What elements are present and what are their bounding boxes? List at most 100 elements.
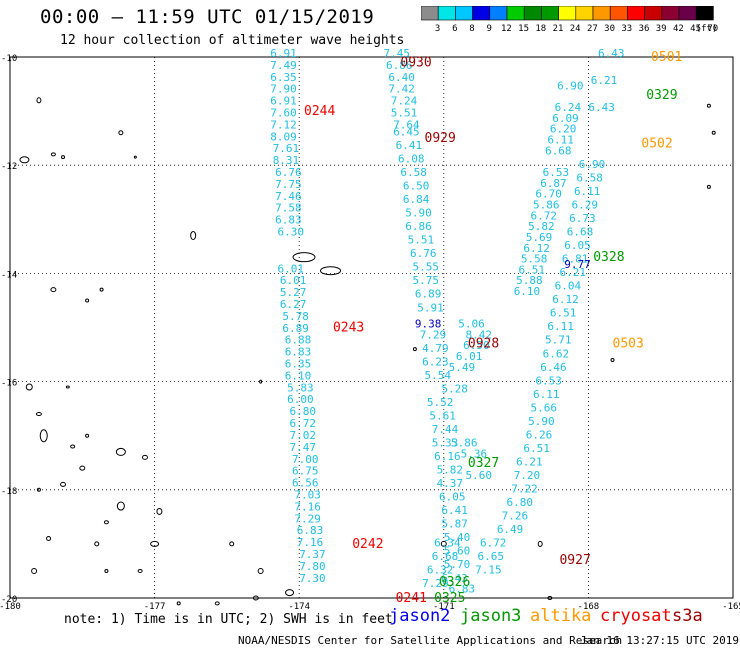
map-subtitle: 12 hour collection of altimeter wave hei… (60, 33, 405, 48)
wave-height-value: 6.83 (275, 214, 302, 227)
island-outline (70, 444, 76, 449)
wave-height-value: 6.08 (398, 152, 425, 165)
pass-time-label: 0241 (396, 591, 427, 606)
wave-height-value: 5.91 (417, 301, 444, 314)
pass-time-label: 0242 (352, 537, 383, 552)
wave-height-value: 5.90 (405, 207, 432, 220)
lat-label: -18 (1, 487, 17, 497)
island-outline (190, 231, 197, 241)
wave-height-value: 6.86 (386, 59, 413, 72)
wave-height-value: 5.66 (531, 401, 558, 414)
colorbar-tick-label: 12 (501, 24, 512, 32)
island-outline (141, 454, 148, 460)
wave-height-value: 6.88 (285, 334, 312, 347)
wave-height-value: 7.64 (393, 118, 420, 131)
wave-height-value: 8.42 (465, 328, 492, 341)
wave-height-value: 6.81 (562, 253, 589, 266)
colorbar-tick-label: 6 (452, 24, 457, 32)
colorbar-tick-label: 36 (639, 24, 650, 32)
wave-height-value: 6.16 (434, 450, 461, 463)
wave-height-value: 6.65 (478, 550, 505, 563)
pass-time-label: 0928 (468, 337, 499, 352)
wave-height-value: 6.11 (547, 134, 574, 147)
island-outline (115, 447, 126, 456)
pass-time-label: 0501 (651, 50, 682, 65)
wave-height-value: 7.75 (275, 178, 302, 191)
wave-height-value: 6.43 (588, 101, 615, 114)
wave-height-value: 6.90 (557, 79, 584, 92)
pass-time-label: 0327 (468, 456, 499, 471)
wave-height-value: 6.00 (287, 393, 314, 406)
island-outline (35, 412, 42, 417)
map-title: 00:00 – 11:59 UTC 01/15/2019 (40, 6, 375, 28)
wave-height-value: 7.61 (273, 142, 300, 155)
wave-height-value: 6.40 (388, 71, 415, 84)
wave-height-value: 6.75 (292, 465, 319, 478)
satellite-s3a: s3a (672, 606, 703, 626)
island-outline (19, 156, 30, 164)
wave-height-value: 6.56 (292, 477, 319, 490)
wave-height-value: 6.11 (547, 320, 574, 333)
wave-height-value: 7.58 (275, 202, 302, 215)
colorbar-tick-label: 42 (673, 24, 684, 32)
wave-height-value: 7.22 (511, 483, 538, 496)
wave-height-value: 6.29 (572, 198, 599, 211)
island-outline (537, 540, 543, 547)
wave-height-value: 7.30 (299, 572, 326, 585)
wave-height-value: 6.05 (439, 491, 466, 504)
wave-height-value: 7.80 (299, 560, 326, 573)
wave-height-value: 5.33 (432, 437, 459, 450)
wave-height-value: 4.79 (422, 342, 449, 355)
colorbar-tick-label: 3 (435, 24, 440, 32)
wave-height-value: 7.24 (391, 95, 418, 108)
wave-height-value: 7.60 (270, 107, 297, 120)
island-outline (60, 481, 67, 487)
wave-height-value: 6.10 (514, 285, 541, 298)
wave-height-value: 5.82 (528, 220, 555, 233)
wave-height-value: 6.58 (400, 166, 427, 179)
island-outline (252, 595, 259, 601)
wave-height-value: 5.51 (408, 234, 435, 247)
wave-height-value: 5.06 (458, 318, 485, 331)
island-outline (440, 540, 447, 547)
island-outline (85, 298, 90, 303)
wave-height-value: 6.43 (441, 572, 468, 585)
pass-time-label: 0329 (646, 88, 677, 103)
wave-height-value: 9.77 (564, 258, 591, 271)
wave-height-value: 6.84 (403, 193, 430, 206)
wave-height-value: 5.61 (429, 409, 456, 422)
wave-height-value: 5.69 (526, 231, 553, 244)
colorbar-tick-label: 45 (690, 24, 701, 32)
wave-height-value: 6.51 (519, 263, 546, 276)
wave-height-value: 6.01 (280, 274, 307, 287)
pass-time-label: 0929 (425, 131, 456, 146)
wave-height-value: 6.34 (434, 537, 461, 550)
island-outline (547, 596, 553, 600)
wave-height-value: 7.15 (475, 564, 502, 577)
wave-height-value: 7.20 (514, 469, 541, 482)
island-outline (94, 541, 100, 547)
wave-height-value: 7.45 (384, 47, 411, 60)
wave-height-value: 6.10 (285, 369, 312, 382)
wave-height-value: 6.72 (531, 209, 558, 222)
pass-time-label: 0502 (641, 137, 672, 152)
island-outline (711, 130, 716, 135)
wave-height-value: 6.32 (427, 564, 454, 577)
satellite-cryosat: cryosat (600, 606, 672, 626)
wave-height-value: 6.09 (552, 112, 579, 125)
lon-label: -180 (0, 602, 21, 612)
wave-height-value: 6.50 (463, 339, 490, 352)
island-outline (150, 540, 160, 547)
wave-height-value: 7.42 (388, 83, 415, 96)
wave-height-value: 6.53 (535, 374, 562, 387)
island-outline (259, 379, 263, 384)
colorbar-swatch (695, 6, 714, 21)
wave-height-value: 5.55 (412, 261, 439, 274)
island-outline (65, 385, 70, 389)
wave-height-value: 7.16 (297, 536, 324, 549)
wave-height-value: 6.83 (285, 346, 312, 359)
wave-height-value: 6.45 (393, 125, 420, 138)
island-outline (85, 433, 90, 438)
wave-height-value: 5.75 (412, 274, 439, 287)
island-outline (36, 487, 41, 492)
